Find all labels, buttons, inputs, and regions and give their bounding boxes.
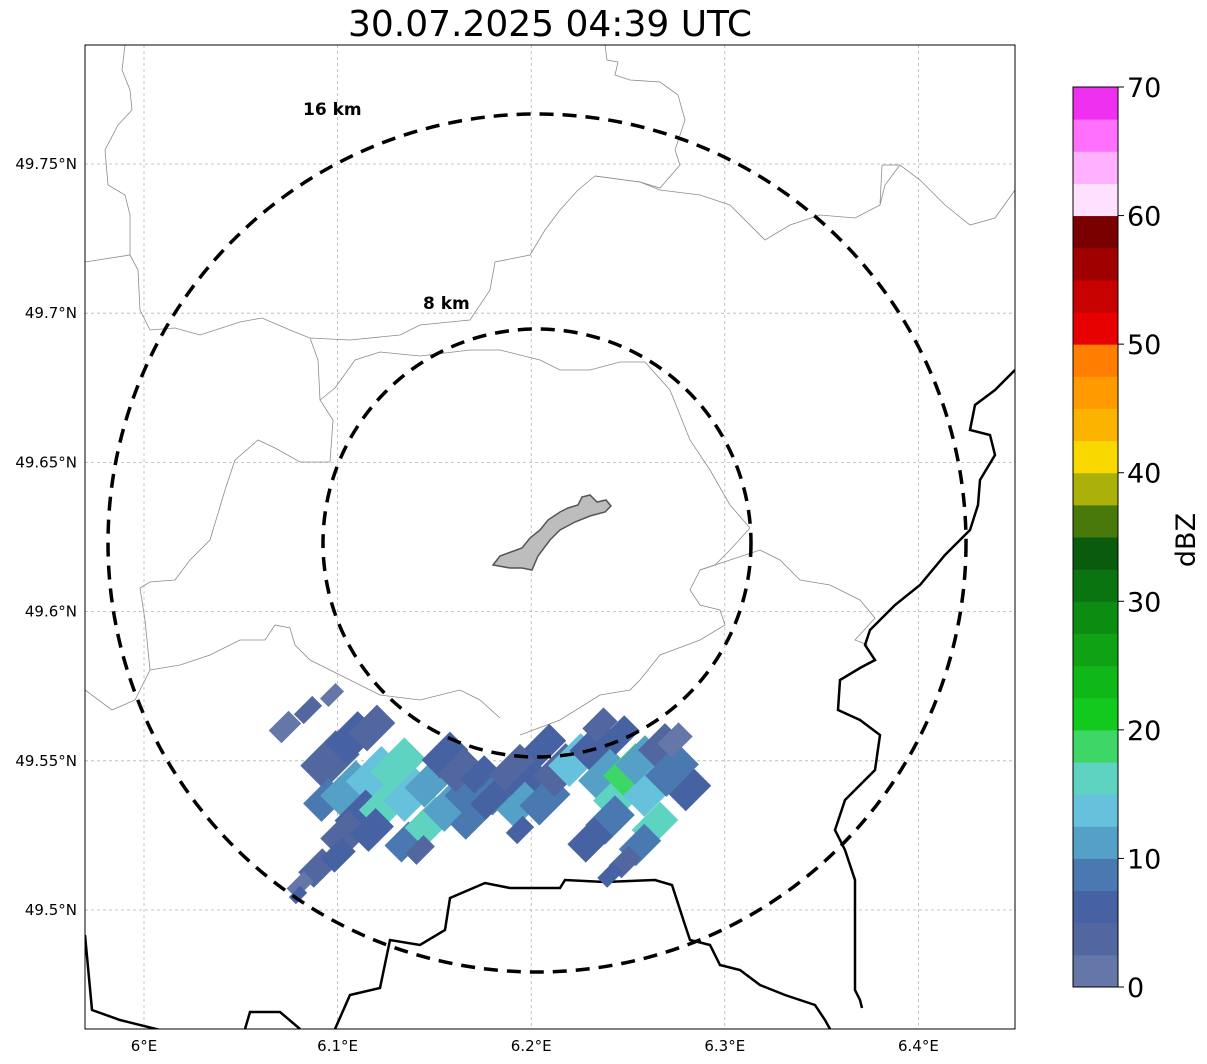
ring-8km-outline [321, 327, 753, 759]
radar-echo-cell [657, 722, 693, 758]
colorbar-tick-label: 50 [1127, 330, 1161, 361]
colorbar-tick-label: 60 [1127, 202, 1161, 233]
colorbar-bin [1073, 826, 1118, 859]
lon-tick-label: 6.2°E [511, 1037, 552, 1055]
latitude-ticks: 49.75°N 49.7°N 49.65°N 49.6°N 49.55°N 49.5°N [15, 155, 77, 919]
colorbar-tick-label: 40 [1127, 459, 1161, 490]
map-frame [84, 44, 1016, 1030]
radar-echoes [268, 682, 712, 905]
colorbar-bin [1073, 858, 1118, 892]
colorbar-bin [1073, 312, 1118, 345]
radar-echo-cell [645, 743, 699, 797]
lat-tick-label: 49.6°N [25, 603, 77, 621]
colorbar-bin [1073, 87, 1118, 120]
colorbar-tick-label: 70 [1127, 73, 1161, 104]
radar-echo-cell [496, 781, 544, 829]
radar-echo-cell [288, 885, 308, 905]
lat-tick-label: 49.5°N [25, 901, 77, 919]
admin-boundaries [85, 45, 1015, 736]
lat-tick-label: 49.55°N [15, 752, 77, 770]
colorbar-tick-label: 0 [1127, 973, 1144, 1004]
colorbar-bin [1073, 601, 1118, 634]
radar-echo-cell [668, 768, 712, 812]
country-border [85, 369, 1015, 1029]
radar-echo-cell [319, 682, 345, 708]
radar-echo-cell [523, 723, 567, 767]
colorbar-bin [1073, 922, 1118, 956]
ring-16km-outline [106, 112, 968, 974]
colorbar-bin [1073, 344, 1118, 377]
colorbar-bin [1073, 794, 1118, 827]
colorbar-bin [1073, 890, 1118, 924]
radar-echo-cell [597, 862, 623, 888]
ring-label-8km: 8 km [423, 294, 470, 314]
radar-echo-cell [460, 755, 500, 795]
colorbar-bin [1073, 408, 1118, 442]
lat-tick-label: 49.65°N [15, 453, 77, 471]
colorbar-label: dBZ [1171, 513, 1202, 567]
colorbar-bin [1073, 537, 1118, 570]
lon-tick-label: 6.1°E [317, 1037, 358, 1055]
colorbar-bin [1073, 569, 1118, 602]
colorbar-tick-label: 30 [1127, 587, 1161, 618]
city-area [491, 494, 613, 571]
colorbar-bin [1073, 954, 1118, 988]
radar-echo-cell [567, 817, 613, 863]
colorbar-bin [1073, 762, 1118, 795]
colorbar-bin [1073, 729, 1118, 763]
radar-echo-cell [320, 837, 356, 873]
radar-echo-cell [437, 747, 483, 793]
colorbar-bin [1073, 183, 1118, 217]
longitude-ticks: 6°E 6.1°E 6.2°E 6.3°E 6.4°E [131, 1037, 939, 1055]
lon-tick-label: 6°E [131, 1037, 158, 1055]
radar-echo-cell [421, 731, 469, 779]
radar-echo-cell [293, 695, 323, 725]
colorbar-bin [1073, 151, 1118, 184]
colorbar-bin [1073, 472, 1118, 506]
radar-echo-cell [348, 704, 396, 752]
colorbar-bin [1073, 119, 1118, 152]
colorbar-bin [1073, 440, 1118, 474]
colorbar-bin [1073, 504, 1118, 538]
colorbar-bin [1073, 279, 1118, 313]
lat-tick-label: 49.75°N [15, 155, 77, 173]
radar-echo-cell [582, 707, 618, 743]
colorbar-tick-label: 20 [1127, 716, 1161, 747]
radar-echo-cell [370, 737, 426, 793]
map-title: 30.07.2025 04:39 UTC [347, 4, 753, 45]
colorbar-frame [1072, 86, 1119, 988]
lon-tick-label: 6.3°E [704, 1037, 745, 1055]
radar-echo-cell [470, 780, 510, 820]
radar-echo-cell [268, 710, 302, 744]
lat-tick-label: 49.7°N [25, 304, 77, 322]
lon-tick-label: 6.4°E [898, 1037, 939, 1055]
gridlines [85, 45, 1015, 1029]
radar-echo-cell [405, 835, 435, 865]
colorbar-bin [1073, 665, 1118, 699]
colorbar-bin [1073, 215, 1118, 249]
colorbar: 0 10 20 30 40 50 60 70 [1072, 73, 1161, 1004]
radar-echo-cell [350, 808, 394, 852]
ring-label-16km: 16 km [303, 100, 362, 120]
colorbar-bin [1073, 697, 1118, 731]
radar-echo-cell [505, 815, 535, 845]
colorbar-bin [1073, 247, 1118, 281]
radar-echo-cell [286, 871, 314, 899]
colorbar-tick-label: 10 [1127, 844, 1161, 875]
colorbar-bin [1073, 633, 1118, 667]
colorbar-bin [1073, 376, 1118, 409]
